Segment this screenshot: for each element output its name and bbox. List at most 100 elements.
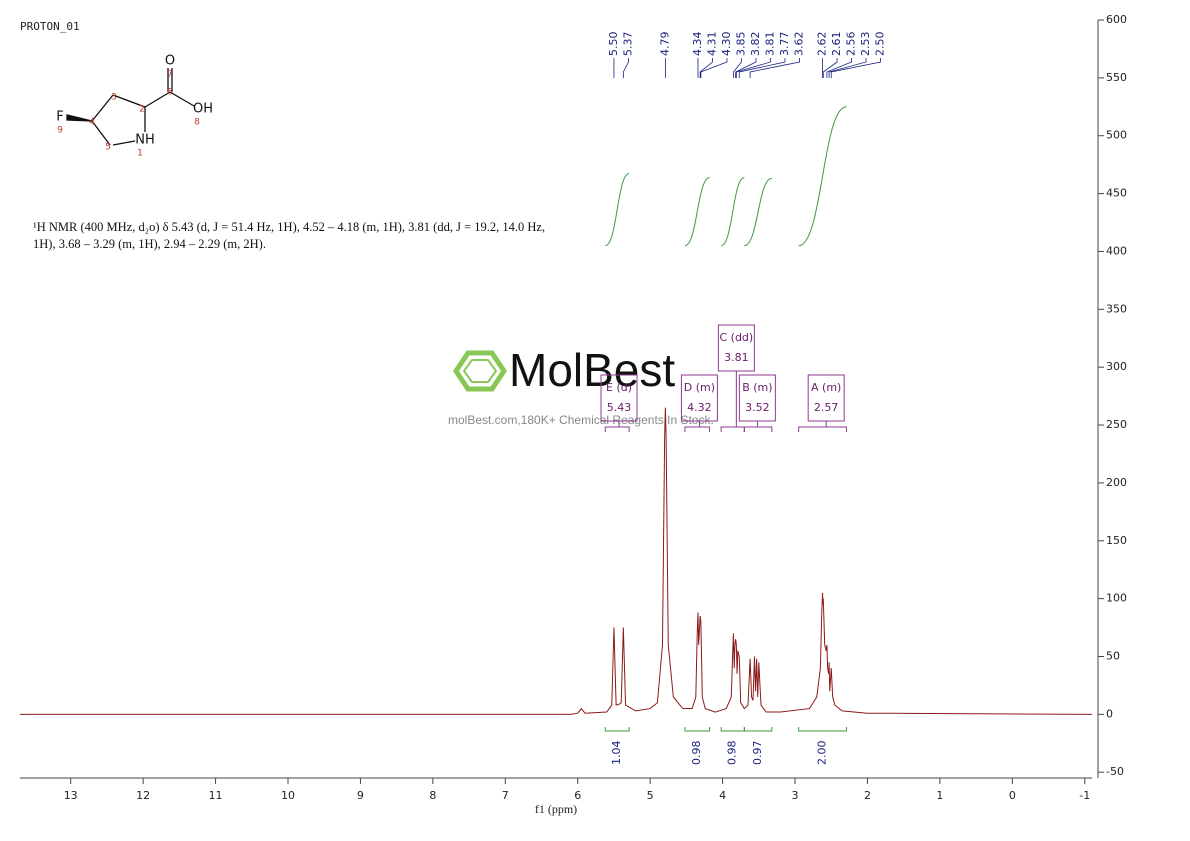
y-tick-label: 600 [1106, 13, 1127, 26]
integral-label: 0.98 [690, 741, 703, 766]
peak-leader [735, 58, 771, 78]
atom-number: 7 [167, 70, 173, 80]
peak-leader [700, 58, 728, 78]
integral-bracket [684, 727, 711, 732]
x-tick-label: 12 [136, 789, 150, 802]
peak-label: 3.62 [792, 32, 805, 57]
multiplet-bracket [743, 426, 773, 432]
x-tick-label: 10 [281, 789, 295, 802]
integral-bracket [720, 727, 745, 732]
integral-curve [605, 172, 630, 247]
x-tick-label: 8 [429, 789, 436, 802]
atom-number: 3 [111, 93, 117, 103]
peak-label: 2.61 [830, 32, 843, 57]
multiplet-bracket [604, 426, 630, 432]
atom-label: F [56, 110, 63, 125]
x-tick-label: 6 [574, 789, 581, 802]
peak-leader [830, 58, 881, 78]
x-tick-label: -1 [1079, 789, 1090, 802]
atom-label: OH [193, 102, 213, 117]
bond [91, 94, 114, 122]
x-tick-label: 13 [64, 789, 78, 802]
chart-title: PROTON_01 [20, 20, 80, 33]
integral-label: 0.98 [726, 741, 739, 766]
peak-label: 5.37 [621, 32, 634, 57]
atom-number: 8 [194, 118, 200, 128]
y-tick-label: 450 [1106, 187, 1127, 200]
atom-number: 4 [89, 118, 95, 128]
peak-leader [735, 58, 757, 78]
y-tick-label: 0 [1106, 707, 1113, 720]
integral-label: 0.97 [751, 741, 764, 766]
x-tick-label: 3 [792, 789, 799, 802]
wedge-bond [66, 114, 93, 122]
peak-label: 4.79 [658, 32, 671, 57]
peak-label: 4.31 [705, 32, 718, 57]
watermark-tagline: molBest.com,180K+ Chemical Reagents In S… [448, 413, 714, 427]
bond [112, 140, 136, 146]
multiplet-shift: 3.52 [745, 401, 770, 414]
multiplet-shift: 5.43 [607, 401, 632, 414]
multiplet-bracket [798, 426, 847, 432]
bond [169, 91, 195, 107]
peak-leader [738, 58, 786, 78]
atom-number: 2 [139, 105, 145, 115]
peak-label: 3.82 [749, 32, 762, 57]
y-tick-label: 400 [1106, 244, 1127, 257]
y-tick-label: 550 [1106, 71, 1127, 84]
x-axis-label: f1 (ppm) [535, 802, 577, 816]
peak-leader [699, 58, 713, 78]
multiplet-bracket [720, 426, 745, 432]
peak-label: 4.34 [691, 32, 704, 57]
peak-leader [828, 58, 867, 78]
y-tick-label: 300 [1106, 360, 1127, 373]
peak-label: 3.77 [778, 32, 791, 57]
y-tick-label: 200 [1106, 476, 1127, 489]
integral-curve [684, 177, 710, 247]
x-tick-label: 5 [647, 789, 654, 802]
atom-number: 6 [167, 88, 173, 98]
integral-label: 2.00 [816, 741, 829, 766]
atom-number: 1 [137, 149, 143, 159]
integral-bracket [798, 727, 847, 732]
peak-label: 2.62 [816, 32, 829, 57]
spectrum [20, 407, 1093, 715]
x-tick-label: 4 [719, 789, 726, 802]
multiplet-label: C (dd) [719, 331, 753, 344]
y-tick-label: 150 [1106, 534, 1127, 547]
peak-leader [826, 58, 852, 78]
integral-bracket [604, 727, 630, 732]
multiplet-bracket [684, 426, 711, 432]
x-tick-label: 11 [209, 789, 223, 802]
peak-leader [749, 58, 800, 78]
integral-label: 1.04 [610, 741, 623, 766]
peak-label: 2.50 [874, 32, 887, 57]
peak-label: 3.85 [734, 32, 747, 57]
integral-curve [798, 106, 847, 247]
multiplet-shift: 4.32 [687, 401, 712, 414]
structure [66, 68, 195, 146]
atom-number: 5 [105, 143, 111, 153]
peak-label: 2.56 [845, 32, 858, 57]
multiplet-shift: 3.81 [724, 351, 749, 364]
x-tick-label: 1 [936, 789, 943, 802]
peak-label: 4.30 [720, 32, 733, 57]
x-tick-label: 2 [864, 789, 871, 802]
multiplet-label: D (m) [684, 381, 715, 394]
integral-bracket [743, 727, 773, 732]
bond [91, 120, 111, 146]
atom-label: NH [135, 133, 155, 148]
integral-curve [744, 177, 773, 247]
y-tick-label: 500 [1106, 129, 1127, 142]
y-tick-label: 350 [1106, 302, 1127, 315]
x-tick-label: 0 [1009, 789, 1016, 802]
watermark-logo [452, 350, 508, 392]
y-tick-label: 100 [1106, 592, 1127, 605]
x-tick-label: 9 [357, 789, 364, 802]
peak-label: 2.53 [859, 32, 872, 57]
nmr-description: ¹H NMR (400 MHz, d₂o) δ 5.43 (d, J = 51.… [33, 220, 545, 234]
multiplet-label: E (d) [606, 381, 632, 394]
bond [112, 94, 146, 108]
x-tick-label: 7 [502, 789, 509, 802]
